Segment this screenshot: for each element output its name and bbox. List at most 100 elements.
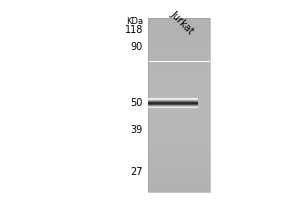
Bar — [148, 37, 210, 39]
Bar — [148, 49, 210, 51]
Bar — [148, 112, 210, 114]
Bar — [148, 75, 210, 77]
Bar — [148, 28, 210, 30]
Bar — [148, 180, 210, 182]
Bar — [148, 23, 210, 25]
Bar — [148, 142, 210, 143]
Bar — [148, 39, 210, 41]
Bar — [148, 128, 210, 129]
Bar — [148, 79, 210, 81]
Bar — [148, 98, 210, 100]
Bar — [148, 185, 210, 187]
Bar — [148, 18, 210, 192]
Bar — [148, 119, 210, 121]
Bar — [148, 189, 210, 190]
Bar — [148, 150, 210, 152]
Bar — [148, 35, 210, 37]
Bar — [148, 164, 210, 166]
Bar — [148, 46, 210, 48]
Bar — [148, 25, 210, 27]
Bar — [148, 51, 210, 53]
Bar — [148, 77, 210, 79]
Bar — [148, 115, 210, 117]
Bar — [148, 129, 210, 131]
Bar — [148, 131, 210, 133]
Bar — [148, 155, 210, 157]
Bar — [148, 86, 210, 88]
Bar — [148, 105, 198, 106]
Bar — [148, 67, 210, 68]
Bar — [148, 93, 210, 95]
Bar — [148, 187, 210, 189]
Bar — [148, 148, 210, 150]
Bar — [148, 178, 210, 180]
Bar — [148, 161, 210, 162]
Bar — [148, 154, 210, 155]
Bar — [148, 157, 210, 159]
Bar — [148, 99, 198, 100]
Bar — [148, 55, 210, 56]
Bar — [148, 60, 210, 62]
Text: 90: 90 — [131, 42, 143, 52]
Bar — [148, 101, 198, 102]
Bar — [148, 72, 210, 74]
Bar — [148, 42, 210, 44]
Bar — [148, 27, 210, 28]
Bar — [148, 58, 210, 60]
Bar — [148, 48, 210, 49]
Bar — [148, 166, 210, 168]
Text: 118: 118 — [124, 25, 143, 35]
Bar — [148, 105, 210, 107]
Bar — [148, 175, 210, 176]
Bar — [148, 41, 210, 42]
Bar — [148, 138, 210, 140]
Bar — [148, 114, 210, 115]
Bar — [148, 100, 198, 101]
Bar — [148, 169, 210, 171]
Bar — [148, 98, 198, 99]
Bar — [148, 30, 210, 32]
Bar — [148, 103, 210, 105]
Bar — [148, 117, 210, 119]
Bar — [148, 102, 198, 103]
Bar — [148, 96, 210, 98]
Bar — [148, 126, 210, 128]
Bar — [148, 88, 210, 89]
Bar — [148, 143, 210, 145]
Bar — [148, 91, 210, 93]
Bar — [148, 171, 210, 173]
Text: 27: 27 — [130, 167, 143, 177]
Bar — [148, 107, 198, 108]
Bar — [148, 34, 210, 35]
Bar — [148, 81, 210, 82]
Bar — [148, 124, 210, 126]
Bar — [148, 100, 210, 102]
Bar — [148, 136, 210, 138]
Bar — [148, 65, 210, 67]
Bar — [148, 159, 210, 161]
Bar — [148, 82, 210, 84]
Bar — [148, 18, 210, 20]
Bar — [148, 162, 210, 164]
Bar — [148, 84, 210, 86]
Text: KDa: KDa — [126, 18, 143, 26]
Text: Jurkat: Jurkat — [168, 9, 195, 36]
Bar — [148, 53, 210, 55]
Bar — [148, 182, 210, 183]
Bar — [148, 106, 198, 107]
Bar — [148, 56, 210, 58]
Bar — [148, 74, 210, 75]
Bar — [148, 103, 198, 104]
Bar — [148, 152, 210, 154]
Bar — [148, 70, 210, 72]
Bar — [148, 89, 210, 91]
Bar — [148, 190, 210, 192]
Bar — [148, 135, 210, 136]
Bar — [148, 121, 210, 122]
Bar — [148, 173, 210, 175]
Bar — [148, 107, 210, 108]
Bar — [148, 108, 210, 110]
Bar — [148, 95, 210, 96]
Text: 39: 39 — [131, 125, 143, 135]
Text: 50: 50 — [130, 98, 143, 108]
